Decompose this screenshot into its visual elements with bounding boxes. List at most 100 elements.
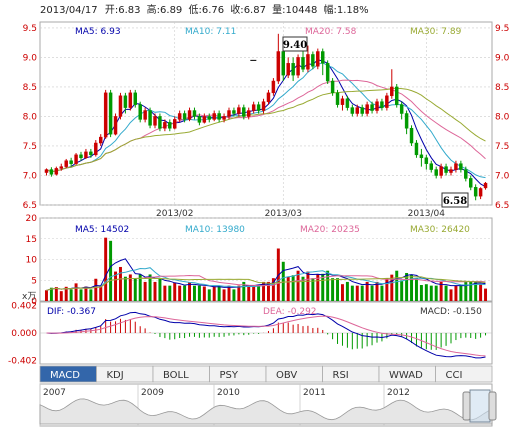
candle-body <box>380 101 384 108</box>
macd-lines <box>46 311 486 359</box>
tab-wwad[interactable]: WWAD <box>378 365 436 383</box>
volume-bar <box>99 285 103 301</box>
volume-bar <box>262 281 266 301</box>
macd-ytick: -0.402 <box>8 357 37 367</box>
candle-body <box>49 169 54 175</box>
candle-body <box>306 54 310 70</box>
candle <box>404 110 409 135</box>
price-ytick-right: 8.0 <box>495 112 510 122</box>
candle <box>429 160 433 173</box>
volume-bar <box>414 278 418 301</box>
tab-cci[interactable]: CCI <box>435 365 493 383</box>
high-annotation: 9.40 <box>250 36 308 61</box>
volume-bar <box>59 291 63 301</box>
candle <box>202 113 207 124</box>
candle <box>212 110 216 122</box>
volume-bar <box>94 278 98 301</box>
volume-bar <box>469 281 473 301</box>
volume-bar <box>336 278 340 301</box>
volume-bar <box>79 289 83 301</box>
volume-bar <box>360 285 364 301</box>
candle <box>113 113 118 136</box>
candle-body <box>247 110 251 117</box>
navigator-window[interactable] <box>469 389 491 423</box>
candle-body <box>478 188 483 197</box>
candle-body <box>355 107 359 114</box>
volume-bar <box>296 270 300 301</box>
navigator-right-handle[interactable] <box>488 391 497 421</box>
candle <box>118 92 123 120</box>
candle <box>350 104 355 117</box>
volume-bar <box>311 278 315 301</box>
volume-bar <box>69 289 73 301</box>
volume-bar <box>44 290 48 301</box>
candle <box>439 163 443 179</box>
price-ytick-left: 9.5 <box>23 24 37 34</box>
macd-ytick: 0.000 <box>11 329 37 339</box>
candle-body <box>483 182 488 189</box>
volume-ma5-label: MA5: 14502 <box>75 225 129 235</box>
price-ytick-right: 9.5 <box>495 24 509 34</box>
candle-body <box>89 151 93 156</box>
volume-bar <box>464 281 468 301</box>
volume-bar <box>54 287 58 301</box>
candlesticks <box>44 33 488 201</box>
candle <box>325 60 330 84</box>
volume-bar <box>84 286 88 301</box>
price-ytick-left: 9.0 <box>23 53 38 63</box>
navigator-left-handle[interactable] <box>462 391 471 421</box>
candle <box>143 107 147 123</box>
candle-body <box>311 54 315 67</box>
candle-body <box>404 113 409 129</box>
candle <box>478 187 483 200</box>
volume-bar <box>321 273 325 301</box>
volume-ytick: 20 <box>26 214 38 224</box>
tab-kdj[interactable]: KDJ <box>96 365 154 383</box>
candle-body <box>409 128 414 144</box>
candle <box>266 89 271 105</box>
dea-line <box>46 315 486 357</box>
tab-boll[interactable]: BOLL <box>152 365 210 383</box>
tab-psy[interactable]: PSY <box>209 365 267 383</box>
volume-bar <box>133 278 137 301</box>
volume-bar <box>197 285 201 301</box>
navigator-year-label: 2007 <box>43 388 66 398</box>
candle <box>330 78 335 96</box>
candle-body <box>454 163 458 170</box>
candle-body <box>108 92 113 135</box>
tab-obv[interactable]: OBV <box>265 365 323 383</box>
price-ytick-left: 8.5 <box>23 83 37 93</box>
candle-body <box>84 151 88 159</box>
candle <box>390 69 394 99</box>
candle <box>365 101 369 117</box>
candle <box>128 89 133 111</box>
candle-body <box>103 92 108 138</box>
candle-body <box>153 116 157 126</box>
price-ytick-right: 8.5 <box>495 83 509 93</box>
tab-macd[interactable]: MACD <box>39 365 97 383</box>
candle-body <box>301 57 305 70</box>
price-ytick-right: 6.5 <box>495 201 509 211</box>
candle <box>444 163 448 176</box>
volume-bar <box>173 282 177 301</box>
candle <box>291 57 295 82</box>
volume-bar <box>188 282 192 301</box>
candle-body <box>163 122 167 129</box>
candle <box>370 101 374 114</box>
candle <box>168 119 172 132</box>
candle <box>153 113 157 129</box>
candle-body <box>316 51 320 67</box>
tab-rsi[interactable]: RSI <box>322 365 380 383</box>
tab-label: OBV <box>276 370 297 381</box>
candle <box>306 45 310 73</box>
volume-bar <box>355 285 359 301</box>
candle-body <box>350 107 355 114</box>
volume-bar <box>345 281 349 301</box>
candle <box>321 48 325 76</box>
candle-body <box>365 104 369 114</box>
candle <box>385 92 389 111</box>
volume-bar <box>227 285 231 301</box>
candle-body <box>375 101 379 111</box>
candle <box>84 148 88 159</box>
